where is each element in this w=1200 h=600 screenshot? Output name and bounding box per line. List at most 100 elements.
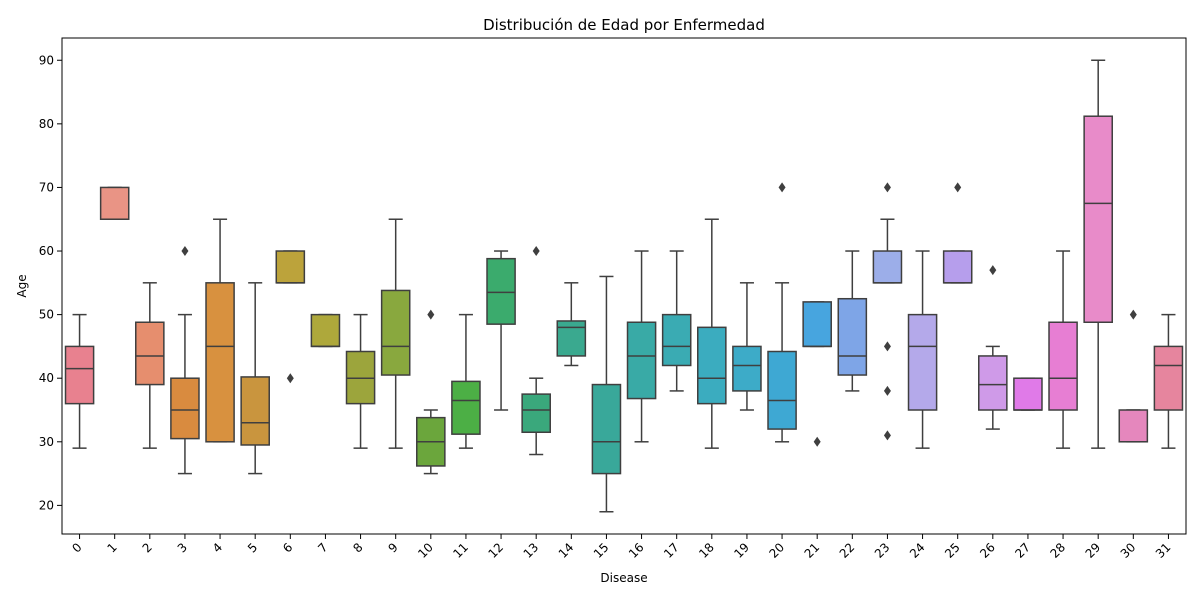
- x-tick-label: 0: [69, 540, 84, 555]
- iqr-box: [556, 320, 587, 357]
- box-12: [486, 250, 516, 411]
- x-tick-label: 12: [485, 540, 506, 561]
- iqr-box: [978, 355, 1008, 411]
- box-23: [872, 182, 903, 441]
- x-tick-label: 31: [1153, 540, 1174, 561]
- box-18: [697, 218, 727, 449]
- x-tick-label: 25: [942, 540, 963, 561]
- box-9: [380, 218, 411, 449]
- x-tick-label: 22: [837, 540, 858, 561]
- x-tick-label: 19: [731, 540, 752, 561]
- box-28: [1048, 250, 1078, 449]
- outlier-point: [813, 436, 821, 447]
- iqr-box: [591, 383, 622, 475]
- y-tick-label: 40: [39, 371, 54, 385]
- iqr-box: [64, 345, 95, 405]
- box-4: [205, 218, 235, 443]
- iqr-box: [486, 257, 516, 325]
- iqr-box: [135, 321, 165, 386]
- box-1: [99, 186, 130, 220]
- y-tick-label: 70: [39, 180, 54, 194]
- x-tick-label: 6: [280, 540, 295, 555]
- box-14: [556, 282, 587, 367]
- box-5: [240, 282, 270, 475]
- outlier-point: [954, 182, 962, 193]
- box-series: [64, 59, 1184, 513]
- y-axis-label: Age: [15, 274, 29, 297]
- outlier-point: [883, 430, 891, 441]
- box-6: [275, 250, 306, 384]
- x-tick-label: 14: [556, 540, 577, 561]
- iqr-box: [451, 380, 481, 435]
- x-axis-label: Disease: [600, 571, 647, 585]
- iqr-box: [205, 282, 235, 443]
- iqr-box: [872, 250, 903, 284]
- iqr-box: [275, 250, 306, 284]
- x-tick-label: 9: [386, 540, 401, 555]
- y-tick-label: 50: [39, 308, 54, 322]
- iqr-box: [521, 393, 551, 434]
- outlier-point: [181, 246, 189, 257]
- box-19: [732, 282, 762, 411]
- box-26: [978, 265, 1008, 430]
- x-tick-label: 4: [210, 540, 225, 555]
- box-2: [135, 282, 165, 449]
- chart-title: Distribución de Edad por Enfermedad: [483, 16, 765, 34]
- iqr-box: [697, 326, 727, 405]
- y-tick-label: 90: [39, 53, 54, 67]
- x-tick-label: 5: [245, 540, 260, 555]
- x-axis: 0 1 2 3 4 5 6 7 8 9 10 11 12 13 14 15 16 17 18 19 20 21 22 23 24…: [69, 534, 1174, 561]
- iqr-box: [732, 345, 762, 392]
- outlier-point: [883, 385, 891, 396]
- iqr-box: [907, 313, 938, 411]
- iqr-box: [1013, 377, 1043, 411]
- outlier-point: [883, 341, 891, 352]
- x-tick-label: 27: [1012, 540, 1033, 561]
- x-tick-label: 23: [872, 540, 893, 561]
- iqr-box: [626, 321, 657, 400]
- y-tick-label: 60: [39, 244, 54, 258]
- box-27: [1013, 377, 1043, 411]
- box-30: [1118, 309, 1149, 443]
- iqr-box: [942, 250, 973, 284]
- outlier-point: [1129, 309, 1137, 320]
- x-tick-label: 16: [626, 540, 647, 561]
- iqr-box: [1118, 409, 1149, 443]
- outlier-point: [778, 182, 786, 193]
- x-tick-label: 24: [907, 540, 928, 561]
- box-31: [1153, 313, 1184, 449]
- plot-area-frame: [61, 37, 1187, 535]
- x-tick-label: 7: [315, 540, 330, 555]
- x-tick-label: 29: [1083, 540, 1104, 561]
- box-21: [802, 301, 832, 447]
- iqr-box: [837, 297, 868, 376]
- iqr-box: [1048, 321, 1078, 411]
- box-10: [416, 309, 446, 475]
- iqr-box: [310, 313, 341, 348]
- iqr-box: [170, 377, 200, 440]
- iqr-box: [1083, 115, 1113, 323]
- box-24: [907, 250, 938, 449]
- box-15: [591, 275, 622, 513]
- outlier-point: [286, 373, 294, 384]
- x-tick-label: 13: [521, 540, 542, 561]
- x-tick-label: 26: [977, 540, 998, 561]
- outlier-point: [532, 246, 540, 257]
- iqr-box: [380, 289, 411, 376]
- x-tick-label: 2: [140, 540, 155, 555]
- box-0: [64, 313, 95, 449]
- x-tick-label: 1: [105, 540, 120, 555]
- iqr-box: [240, 376, 270, 446]
- outlier-point: [427, 309, 435, 320]
- box-25: [942, 182, 973, 284]
- x-tick-label: 3: [175, 540, 190, 555]
- box-29: [1083, 59, 1113, 449]
- box-11: [451, 313, 481, 449]
- box-16: [626, 250, 657, 443]
- box-13: [521, 246, 551, 456]
- y-tick-label: 30: [39, 435, 54, 449]
- box-7: [310, 313, 341, 348]
- box-17: [661, 250, 692, 392]
- y-tick-label: 20: [39, 498, 54, 512]
